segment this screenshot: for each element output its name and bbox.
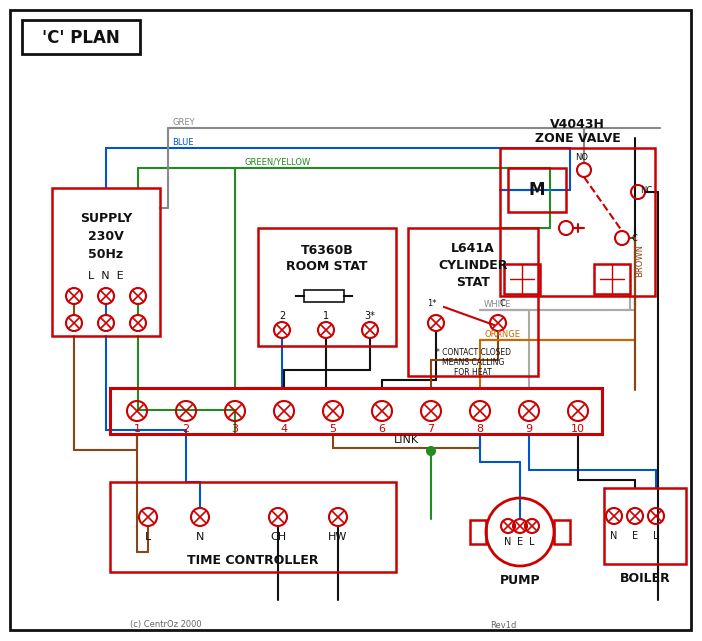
Text: MEANS CALLING: MEANS CALLING — [442, 358, 504, 367]
Text: 230V: 230V — [88, 229, 124, 242]
Text: TIME CONTROLLER: TIME CONTROLLER — [187, 553, 319, 567]
Bar — [110, 482, 396, 572]
Text: ZONE VALVE: ZONE VALVE — [535, 131, 621, 144]
Circle shape — [427, 447, 435, 455]
Text: C: C — [499, 299, 505, 308]
Text: L641A: L641A — [451, 242, 495, 254]
Bar — [594, 264, 630, 294]
Text: ORANGE: ORANGE — [484, 329, 520, 338]
Text: PUMP: PUMP — [500, 574, 541, 587]
Bar — [22, 20, 140, 54]
Text: STAT: STAT — [456, 276, 490, 288]
Bar — [470, 520, 486, 544]
Text: 'C' PLAN: 'C' PLAN — [42, 29, 120, 47]
Text: CH: CH — [270, 532, 286, 542]
Text: CYLINDER: CYLINDER — [438, 258, 508, 272]
Text: 1*: 1* — [428, 299, 437, 308]
Text: 10: 10 — [571, 424, 585, 434]
Text: E: E — [517, 537, 523, 547]
Text: GREY: GREY — [172, 117, 194, 126]
Bar — [258, 228, 396, 346]
Text: L: L — [654, 531, 658, 541]
Text: 7: 7 — [428, 424, 435, 434]
Text: 3: 3 — [232, 424, 239, 434]
Text: 3*: 3* — [364, 311, 376, 321]
Text: V4043H: V4043H — [550, 117, 605, 131]
Text: 2: 2 — [279, 311, 285, 321]
Bar — [52, 188, 160, 336]
Text: N: N — [610, 531, 618, 541]
Text: * CONTACT CLOSED: * CONTACT CLOSED — [435, 347, 510, 356]
Text: BLUE: BLUE — [172, 138, 194, 147]
Bar — [110, 388, 602, 434]
Text: T6360B: T6360B — [300, 244, 353, 256]
Text: L: L — [145, 532, 151, 542]
Text: 8: 8 — [477, 424, 484, 434]
Text: N: N — [196, 532, 204, 542]
Bar — [408, 228, 538, 376]
Text: NO: NO — [576, 153, 588, 162]
Text: GREEN/YELLOW: GREEN/YELLOW — [244, 158, 310, 167]
Text: BROWN: BROWN — [635, 244, 644, 276]
Text: WHITE: WHITE — [484, 299, 511, 308]
Bar — [554, 520, 570, 544]
Text: L: L — [529, 537, 535, 547]
Text: C: C — [631, 233, 637, 242]
Text: SUPPLY: SUPPLY — [80, 212, 132, 224]
Text: LINK: LINK — [394, 435, 419, 445]
Text: L  N  E: L N E — [88, 271, 124, 281]
Text: 1: 1 — [323, 311, 329, 321]
Text: (c) CentrOz 2000: (c) CentrOz 2000 — [130, 620, 201, 629]
Text: 4: 4 — [280, 424, 288, 434]
Text: HW: HW — [329, 532, 347, 542]
Text: Rev1d: Rev1d — [490, 620, 517, 629]
Text: E: E — [632, 531, 638, 541]
Text: 9: 9 — [525, 424, 533, 434]
Bar — [508, 168, 566, 212]
Bar — [504, 264, 540, 294]
Text: 1: 1 — [133, 424, 140, 434]
Bar — [304, 290, 344, 302]
Text: BOILER: BOILER — [620, 572, 670, 585]
Text: N: N — [504, 537, 512, 547]
Text: 2: 2 — [183, 424, 190, 434]
Bar — [500, 148, 655, 296]
Text: FOR HEAT: FOR HEAT — [454, 367, 492, 376]
Text: ROOM STAT: ROOM STAT — [286, 260, 368, 272]
Text: 50Hz: 50Hz — [88, 247, 124, 260]
Text: 6: 6 — [378, 424, 385, 434]
Text: M: M — [529, 181, 545, 199]
Text: 5: 5 — [329, 424, 336, 434]
Text: NC: NC — [640, 185, 652, 194]
Bar — [604, 488, 686, 564]
